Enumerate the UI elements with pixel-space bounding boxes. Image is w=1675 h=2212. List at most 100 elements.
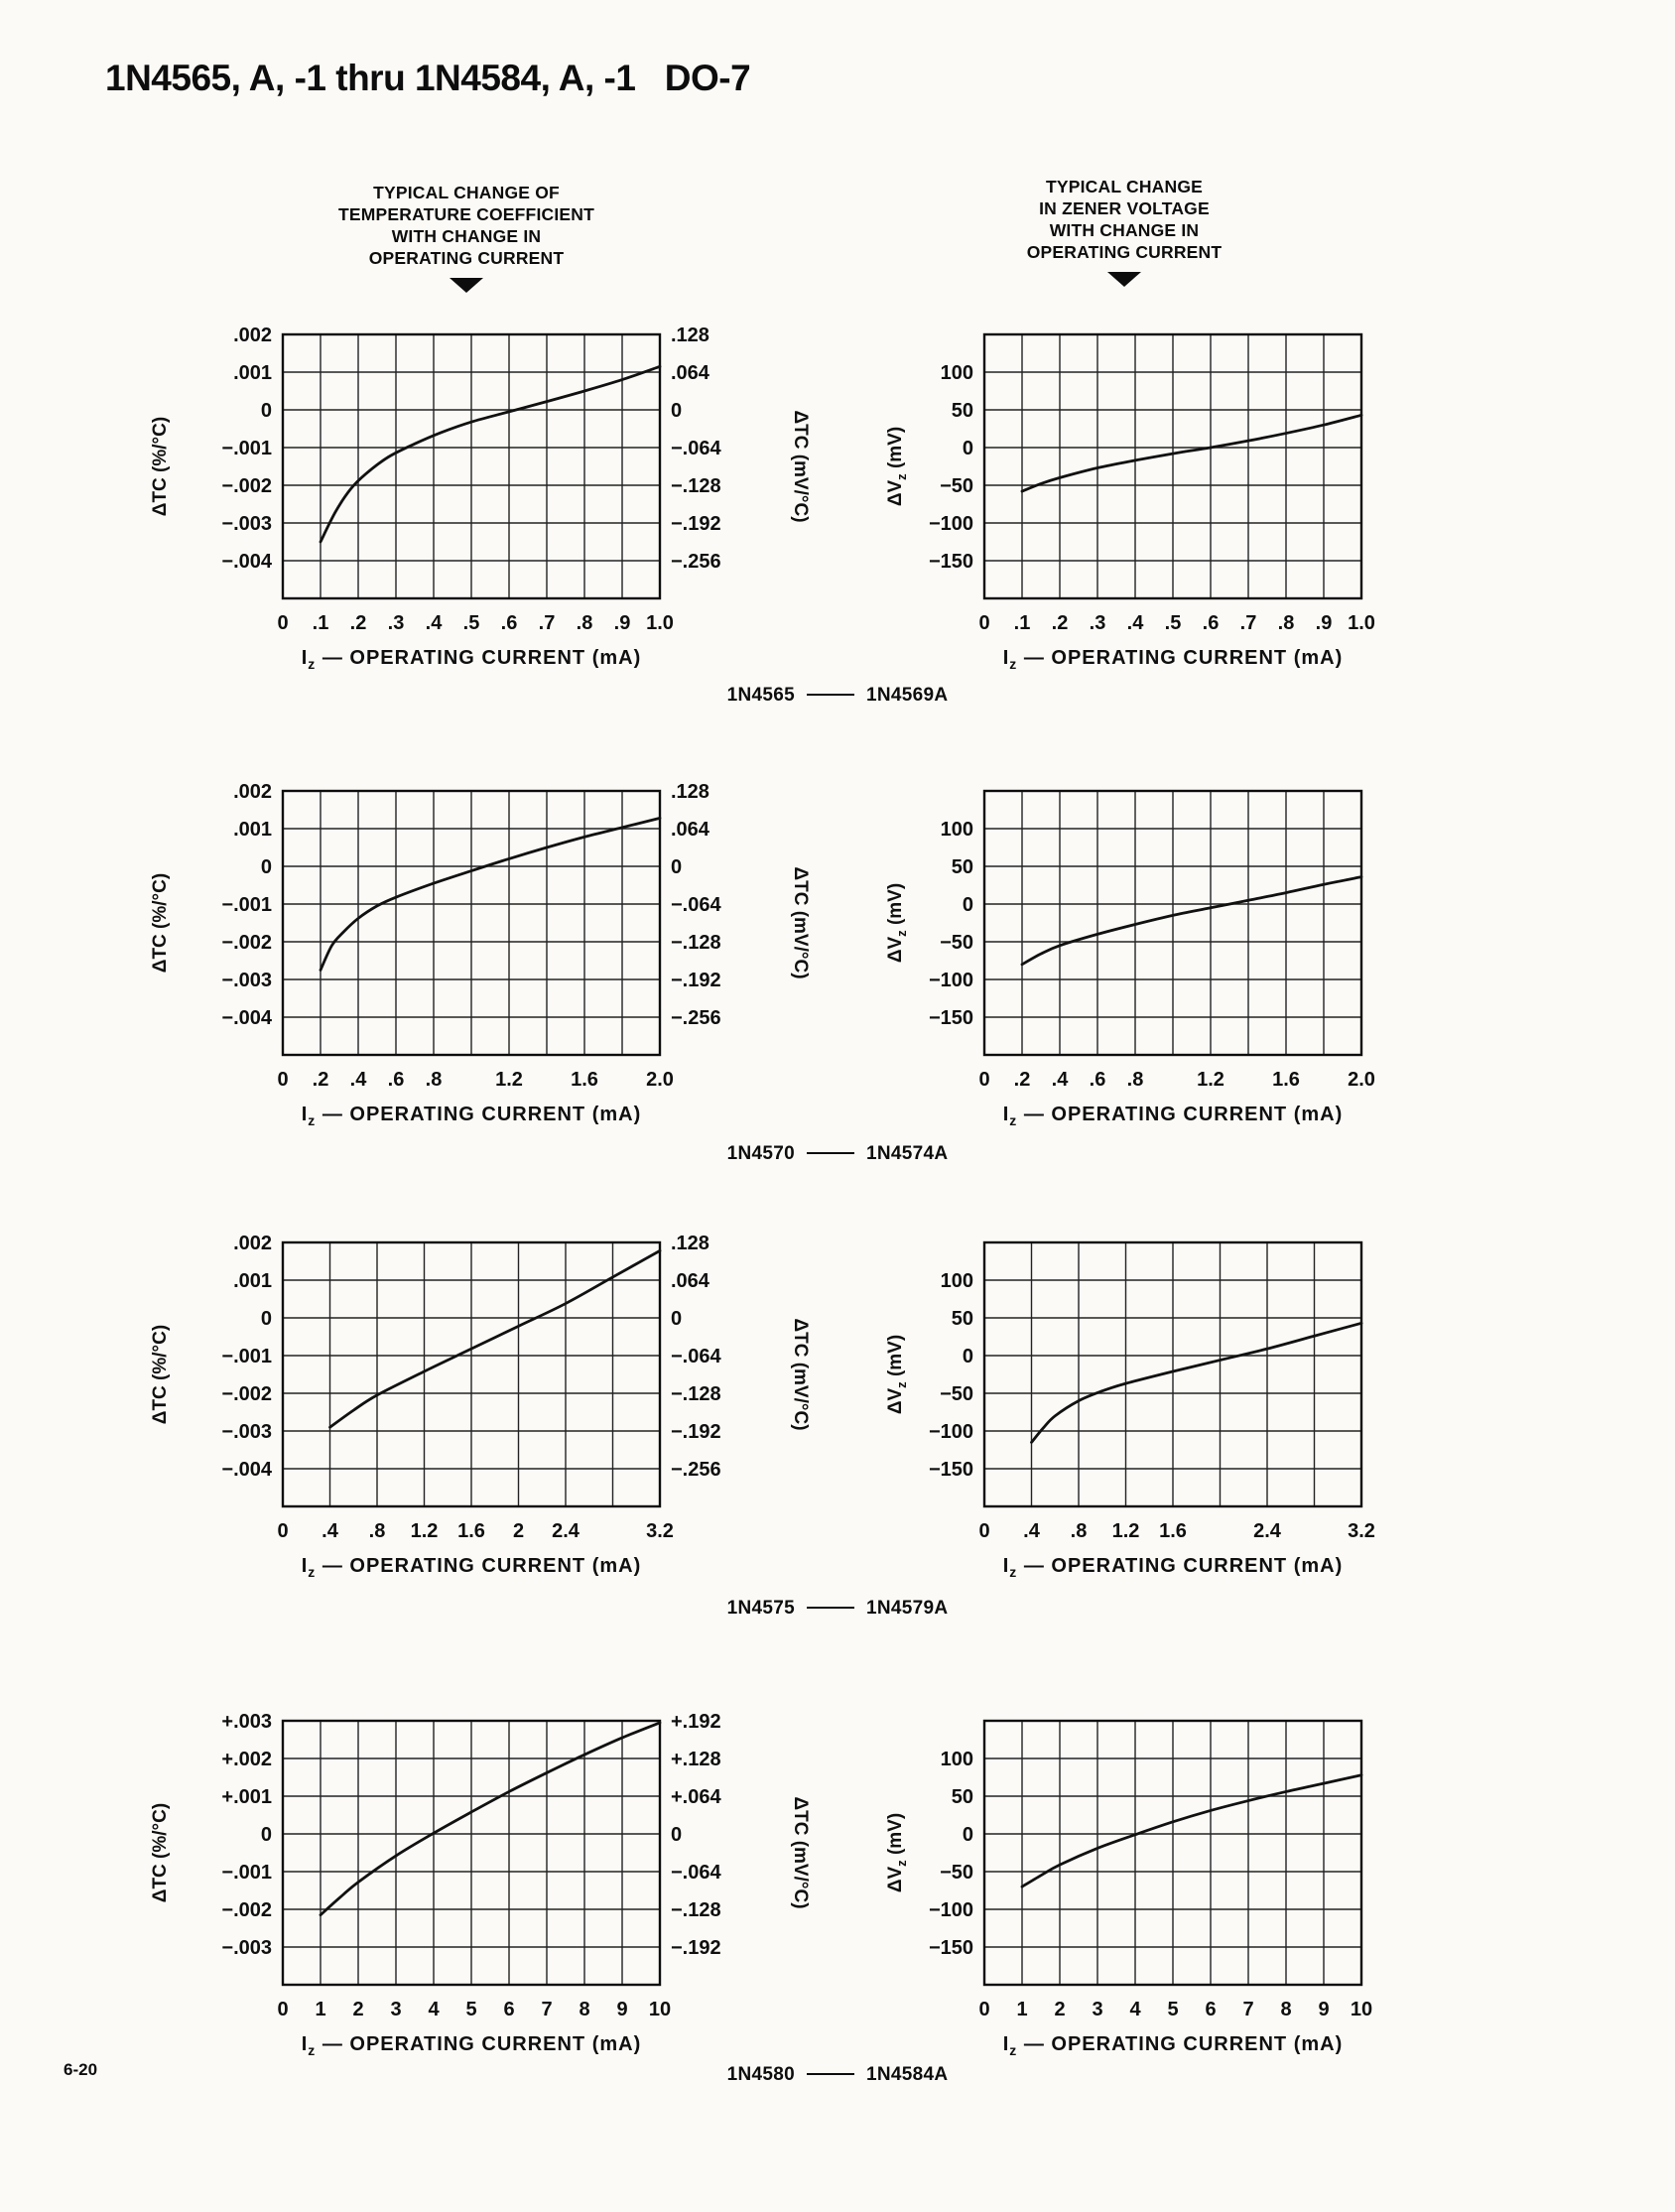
chart-text: .002 <box>233 1233 272 1254</box>
chart-text: .1 <box>1014 612 1031 634</box>
chart-text: 100 <box>941 819 973 841</box>
chart-text: .064 <box>671 1270 710 1292</box>
chart-text: −.192 <box>671 970 721 991</box>
chart-text: −150 <box>929 551 973 573</box>
chart-text: −.256 <box>671 1007 721 1029</box>
chart-svg: .002 .128 .001 .064 0 0 −.001 −.064 −.002 −.128 −.… <box>150 325 811 672</box>
header-line: TYPICAL CHANGE <box>1045 177 1204 196</box>
chart-text: 1.0 <box>1348 612 1375 634</box>
header-line: IN ZENER VOLTAGE <box>1039 198 1210 218</box>
chart-text: 1 <box>315 1999 325 2020</box>
chart-vz-1n4565-1n4569a: 100 50 0 −50 −100 −150 0 .1 .2 .3 .4 .5 .6 .7 .8 .9 1.0 Δ… <box>873 321 1381 685</box>
chart-text: 10 <box>649 1999 671 2020</box>
chart-text: 1.0 <box>646 612 674 634</box>
plot-border <box>982 1240 1363 1508</box>
caption-right: 1N4574A <box>865 1143 949 1164</box>
chart-text: Iz — OPERATING CURRENT (mA) <box>1003 647 1344 672</box>
chart-text: .2 <box>313 1069 329 1091</box>
caption-dash <box>806 2073 854 2075</box>
chart-text: .6 <box>1090 1069 1106 1091</box>
chart-text: 2.0 <box>646 1069 674 1091</box>
chart-text: 5 <box>1167 1999 1178 2020</box>
chart-text: −.004 <box>221 1459 272 1481</box>
caption-dash <box>806 1607 854 1609</box>
chart-text: 7 <box>1242 1999 1253 2020</box>
header-line: TEMPERATURE COEFFICIENT <box>337 204 595 224</box>
caption-left: 1N4565 <box>726 685 795 706</box>
chart-text: 0 <box>671 400 682 422</box>
chart-text: 3.2 <box>1348 1520 1375 1542</box>
chart-svg: 100 50 0 −50 −100 −150 0 .2 .4 .6 .8 1.2 1.6 2.0 ΔVz (… <box>885 789 1375 1128</box>
chart-text: .1 <box>313 612 329 634</box>
chart-text: 0 <box>978 1069 989 1091</box>
data-curve <box>319 1721 662 1917</box>
chart-text: .6 <box>388 1069 405 1091</box>
chart-text: .7 <box>1240 612 1257 634</box>
chart-text: 1.2 <box>1197 1069 1224 1091</box>
chart-text: 0 <box>261 1824 272 1846</box>
caption-left: 1N4575 <box>726 1598 795 1619</box>
chart-text: 9 <box>616 1999 627 2020</box>
chart-text: 4 <box>1129 1999 1141 2020</box>
chart-text: 1.2 <box>411 1520 439 1542</box>
caption-right: 1N4569A <box>865 685 949 706</box>
chart-text: 100 <box>941 1270 973 1292</box>
chart-text: Iz — OPERATING CURRENT (mA) <box>302 647 642 672</box>
chart-svg: .002 .128 .001 .064 0 0 −.001 −.064 −.002 −.128 −.… <box>150 781 811 1128</box>
chart-text: .001 <box>233 1270 272 1292</box>
data-curve <box>1020 413 1363 493</box>
chart-text: 3.2 <box>646 1520 674 1542</box>
plot-border <box>982 1719 1363 1987</box>
chart-text: .001 <box>233 362 272 384</box>
chart-text: 5 <box>465 1999 476 2020</box>
chart-text: .128 <box>671 781 709 803</box>
chart-svg: 100 50 0 −50 −100 −150 0 .1 .2 .3 .4 .5 .6 .7 .8 .9 1.0 Δ… <box>885 332 1375 672</box>
chart-text: 50 <box>952 1308 973 1330</box>
plot-border <box>281 1719 662 1987</box>
chart-text: .8 <box>426 1069 443 1091</box>
chart-text: −.128 <box>671 932 721 954</box>
chart-text: 8 <box>1280 1999 1291 2020</box>
chart-text: 8 <box>579 1999 589 2020</box>
series-caption: 1N4580 1N4584A <box>0 2064 1675 2086</box>
chart-text: −.064 <box>671 1862 721 1884</box>
chart-text: 6 <box>503 1999 514 2020</box>
chart-text: 0 <box>671 856 682 878</box>
chart-text: .8 <box>1278 612 1295 634</box>
chart-text: 1.6 <box>571 1069 598 1091</box>
chart-text: ΔVz (mV) <box>885 1335 909 1414</box>
chart-text: ΔTC (mV/°C) <box>790 1796 811 1908</box>
chart-text: −.002 <box>221 1383 272 1405</box>
chart-vz-1n4570-1n4574a: 100 50 0 −50 −100 −150 0 .2 .4 .6 .8 1.2 1.6 2.0 ΔVz (… <box>873 777 1381 1141</box>
header-line: TYPICAL CHANGE OF <box>373 183 560 202</box>
chart-text: 7 <box>541 1999 552 2020</box>
caption-left: 1N4570 <box>726 1143 795 1164</box>
chart-text: .064 <box>671 819 710 841</box>
chart-text: −.064 <box>671 894 721 916</box>
chart-text: .002 <box>233 325 272 346</box>
chart-text: −.002 <box>221 1899 272 1921</box>
chart-text: 10 <box>1351 1999 1372 2020</box>
chart-text: 0 <box>978 612 989 634</box>
chart-text: −100 <box>929 1899 973 1921</box>
chart-text: −.192 <box>671 1937 721 1959</box>
chart-text: −.128 <box>671 1383 721 1405</box>
chart-text: 2 <box>513 1520 524 1542</box>
chart-text: −.192 <box>671 513 721 535</box>
chart-text: 3 <box>390 1999 401 2020</box>
chart-text: 1.2 <box>495 1069 523 1091</box>
chart-text: −.064 <box>671 1346 721 1367</box>
chart-text: 1.6 <box>1159 1520 1187 1542</box>
chart-text: ΔTC (mV/°C) <box>790 1318 811 1430</box>
header-line: OPERATING CURRENT <box>368 248 565 268</box>
chart-text: 0 <box>978 1999 989 2020</box>
chart-text: .9 <box>614 612 631 634</box>
chart-text: .064 <box>671 362 710 384</box>
chart-text: ΔTC (%/°C) <box>150 1803 171 1902</box>
left-column-header: TYPICAL CHANGE OF TEMPERATURE COEFFICIEN… <box>298 182 635 293</box>
chart-text: .6 <box>501 612 518 634</box>
chart-text: 0 <box>261 856 272 878</box>
chart-text: ΔTC (mV/°C) <box>790 866 811 978</box>
plot-border <box>281 1240 662 1508</box>
header-line: OPERATING CURRENT <box>1026 242 1223 262</box>
